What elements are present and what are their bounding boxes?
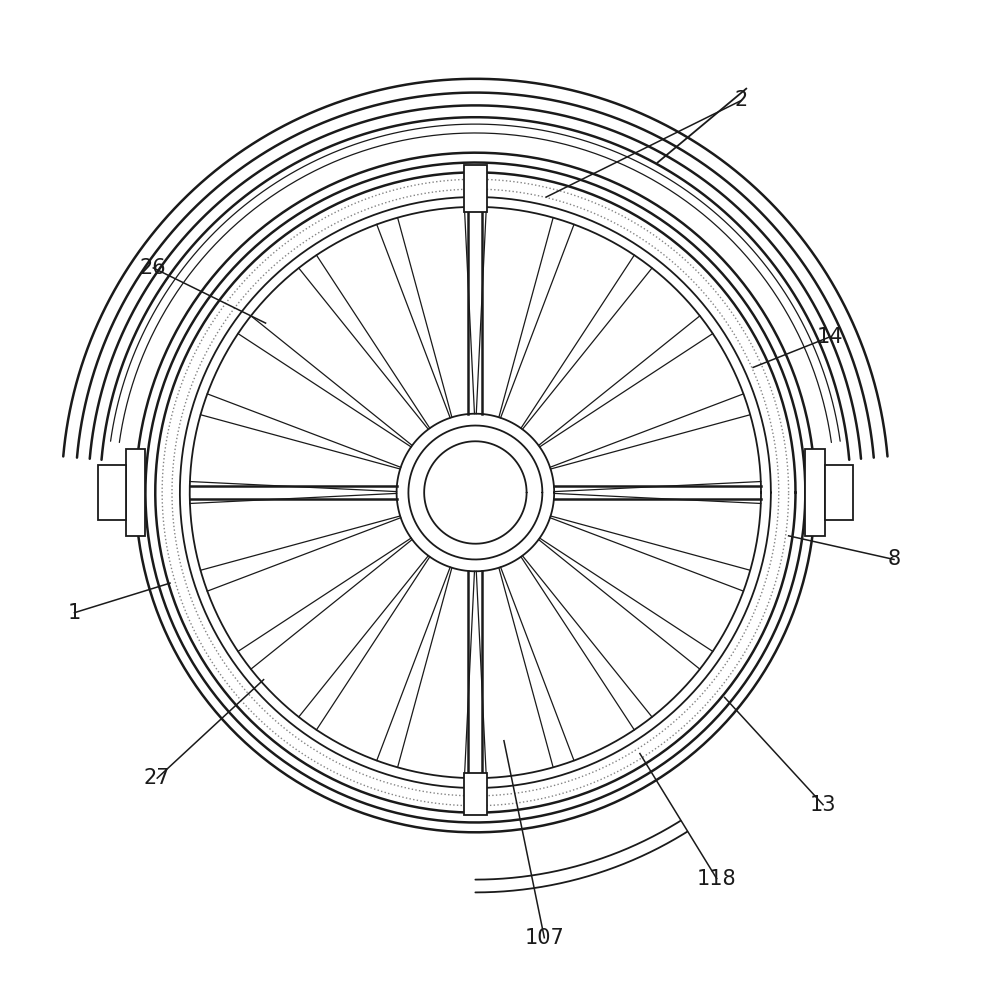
Text: 107: 107 (524, 928, 564, 948)
Text: 118: 118 (697, 869, 737, 888)
Text: 14: 14 (817, 327, 843, 347)
Text: 26: 26 (140, 258, 167, 278)
Bar (825, 465, 853, 520)
Text: 1: 1 (68, 603, 81, 623)
Bar (126, 449, 145, 536)
Bar (805, 449, 825, 536)
Text: 8: 8 (887, 550, 901, 569)
Bar (464, 773, 487, 815)
Text: 27: 27 (144, 768, 170, 788)
Text: 13: 13 (810, 795, 836, 815)
Text: 2: 2 (735, 91, 748, 110)
Bar (98, 465, 126, 520)
Bar (464, 165, 487, 212)
